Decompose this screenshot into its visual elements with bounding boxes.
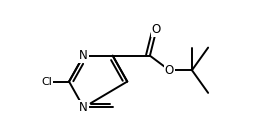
Text: N: N bbox=[79, 49, 88, 62]
Text: O: O bbox=[165, 64, 174, 77]
Text: Cl: Cl bbox=[41, 77, 52, 87]
Text: O: O bbox=[152, 23, 161, 36]
Text: N: N bbox=[79, 101, 88, 114]
